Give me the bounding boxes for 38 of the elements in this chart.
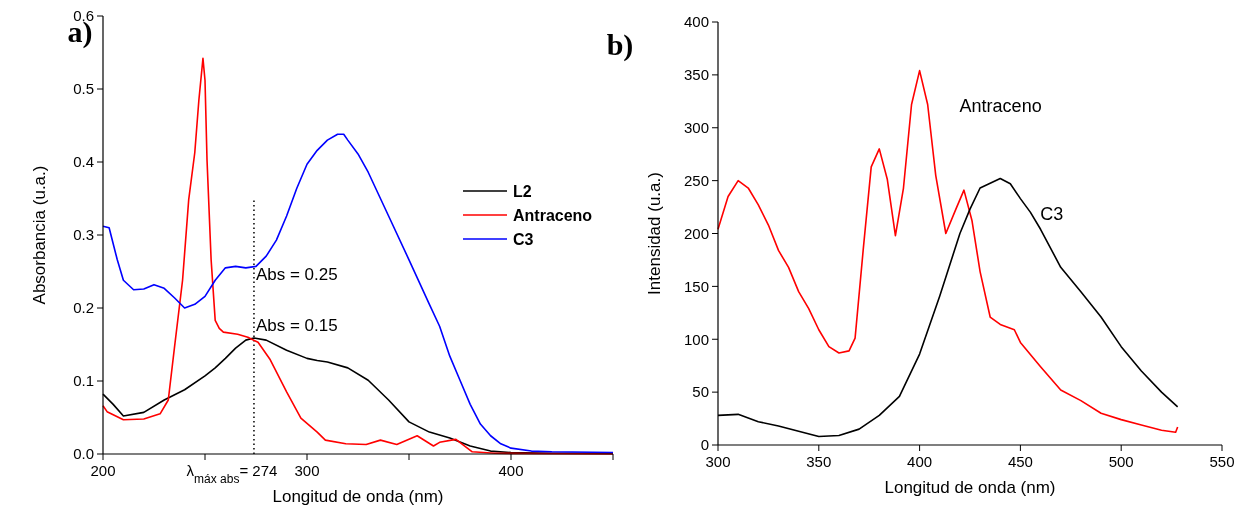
y-tick-label: 200 bbox=[683, 224, 709, 242]
x-axis-title: Longitud de onda (nm) bbox=[884, 478, 1056, 497]
y-tick-label: 0.4 bbox=[73, 153, 94, 171]
y-axis-title: Absorbancia (u.a.) bbox=[30, 165, 49, 305]
x-tick-label: 300 bbox=[294, 462, 320, 479]
y-tick-label: 0 bbox=[700, 436, 709, 454]
y-tick-label: 100 bbox=[683, 330, 709, 348]
legend-label: L2 bbox=[513, 182, 532, 200]
y-tick-label: 250 bbox=[683, 171, 709, 189]
y-tick-label: 0.0 bbox=[73, 445, 94, 463]
legend-label: Antraceno bbox=[513, 206, 593, 224]
annotation: Abs = 0.25 bbox=[255, 264, 338, 284]
annotation: Abs = 0.15 bbox=[255, 315, 338, 335]
y-tick-label: 50 bbox=[692, 383, 709, 401]
x-tick-label: 450 bbox=[1007, 453, 1033, 470]
y-tick-label: 0.2 bbox=[73, 299, 94, 317]
y-axis-title: Intensidad (u.a.) bbox=[645, 172, 664, 295]
y-tick-label: 0.3 bbox=[73, 226, 94, 244]
series-label: C3 bbox=[1040, 203, 1064, 224]
y-tick-label: 0.1 bbox=[73, 372, 94, 390]
line-series bbox=[717, 69, 1179, 434]
x-tick-label: 500 bbox=[1108, 453, 1134, 470]
y-tick-label: 0.5 bbox=[73, 80, 94, 98]
x-tick-label: 300 bbox=[705, 453, 731, 470]
x-tick-label: 550 bbox=[1209, 453, 1235, 470]
x-tick-label: 350 bbox=[806, 453, 832, 470]
legend-label: C3 bbox=[513, 230, 534, 248]
y-tick-label: 150 bbox=[683, 277, 709, 295]
x-axis-title: Longitud de onda (nm) bbox=[272, 487, 444, 506]
x-tick-label: 200 bbox=[90, 462, 116, 479]
y-tick-label: 300 bbox=[683, 119, 709, 136]
chart-title: b) bbox=[606, 28, 634, 62]
series-label: Antraceno bbox=[959, 95, 1042, 116]
x-tick-label: 400 bbox=[907, 453, 933, 470]
x-tick-label: 400 bbox=[498, 462, 524, 479]
ref-line-label: λ$_{máx abs}$= 274 bbox=[186, 462, 278, 486]
y-tick-label: 400 bbox=[683, 13, 709, 31]
y-tick-label: 350 bbox=[683, 66, 709, 84]
